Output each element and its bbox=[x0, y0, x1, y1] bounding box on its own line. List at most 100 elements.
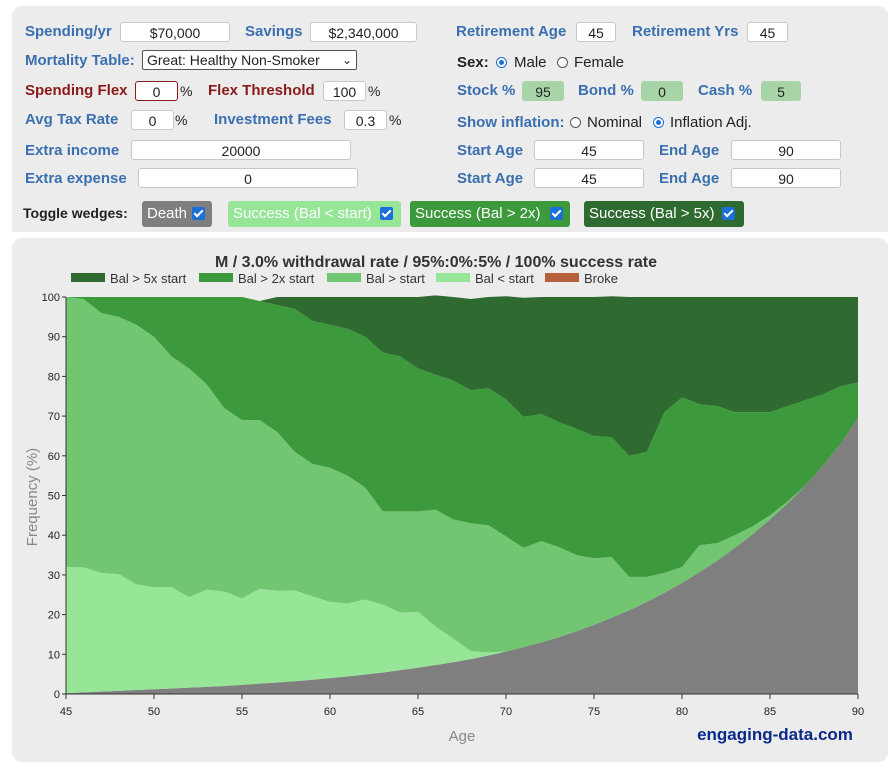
savings-label: Savings bbox=[245, 23, 303, 40]
sex-female-radio[interactable] bbox=[557, 57, 568, 68]
spending-flex-input[interactable]: 0 bbox=[135, 81, 178, 101]
y-tick-label: 90 bbox=[48, 332, 60, 344]
x-tick-label: 70 bbox=[500, 706, 512, 718]
y-tick-label: 40 bbox=[48, 530, 60, 542]
toggle-bal-lt-start[interactable]: Success (Bal < start) bbox=[228, 201, 401, 227]
extra-expense-label: Extra expense bbox=[25, 170, 127, 187]
controls-panel: Spending/yr $70,000 Savings $2,340,000 R… bbox=[12, 6, 888, 232]
spending-flex-percent: % bbox=[180, 83, 193, 99]
bond-input[interactable]: 0 bbox=[641, 81, 683, 101]
toggle-wedges-label: Toggle wedges: bbox=[23, 205, 128, 221]
legend-swatch bbox=[199, 273, 233, 282]
extra-expense-input[interactable]: 0 bbox=[138, 168, 358, 188]
chart-axes: 0 10 20 30 40 50 60 70 80 90 100 45 50 55 60 65 70 75 80 85… bbox=[42, 292, 864, 718]
toggle-bal-gt-5x-checkbox[interactable] bbox=[722, 207, 735, 220]
toggle-bal-lt-start-label: Success (Bal < start) bbox=[233, 205, 372, 222]
tax-percent: % bbox=[175, 112, 188, 128]
toggle-death-checkbox[interactable] bbox=[192, 207, 205, 220]
area-bal-start bbox=[66, 418, 858, 694]
x-tick-label: 80 bbox=[676, 706, 688, 718]
y-tick-label: 10 bbox=[48, 649, 60, 661]
area-bal-start bbox=[66, 297, 858, 653]
x-tick-label: 55 bbox=[236, 706, 248, 718]
x-tick-label: 85 bbox=[764, 706, 776, 718]
toggle-bal-gt-5x-label: Success (Bal > 5x) bbox=[589, 205, 715, 222]
site-credit: engaging-data.com bbox=[697, 725, 853, 744]
flex-threshold-label: Flex Threshold bbox=[208, 82, 315, 99]
inflation-adj-label: Inflation Adj. bbox=[670, 114, 752, 131]
toggle-bal-gt-5x[interactable]: Success (Bal > 5x) bbox=[584, 201, 744, 227]
fees-label: Investment Fees bbox=[214, 111, 332, 128]
cash-label: Cash % bbox=[698, 82, 753, 99]
area-bal-2x-start bbox=[66, 297, 858, 577]
y-tick-label: 100 bbox=[42, 292, 60, 304]
extra-income-label: Extra income bbox=[25, 142, 120, 159]
income-end-age-input[interactable]: 90 bbox=[731, 140, 841, 160]
bond-label: Bond % bbox=[578, 82, 634, 99]
x-tick-label: 45 bbox=[60, 706, 72, 718]
y-axis-label: Frequency (%) bbox=[24, 448, 41, 546]
inflation-adj-radio[interactable] bbox=[653, 117, 664, 128]
expense-start-age-input[interactable]: 45 bbox=[534, 168, 644, 188]
tax-label: Avg Tax Rate bbox=[25, 111, 119, 128]
extra-income-input[interactable]: 20000 bbox=[131, 140, 351, 160]
spending-input[interactable]: $70,000 bbox=[120, 22, 230, 42]
stock-input[interactable]: 95 bbox=[522, 81, 564, 101]
income-start-age-input[interactable]: 45 bbox=[534, 140, 644, 160]
toggle-death[interactable]: Death bbox=[142, 201, 212, 227]
x-tick-label: 90 bbox=[852, 706, 864, 718]
legend-label: Bal > start bbox=[366, 271, 425, 286]
toggle-bal-gt-2x-label: Success (Bal > 2x) bbox=[415, 205, 541, 222]
inflation-nominal-radio[interactable] bbox=[570, 117, 581, 128]
income-end-age-label: End Age bbox=[659, 142, 720, 159]
retirement-age-input[interactable]: 45 bbox=[576, 22, 616, 42]
spending-flex-label: Spending Flex bbox=[25, 82, 128, 99]
savings-input[interactable]: $2,340,000 bbox=[310, 22, 417, 42]
expense-end-age-label: End Age bbox=[659, 170, 720, 187]
chart-areas bbox=[66, 295, 858, 694]
inflation-nominal-label: Nominal bbox=[587, 114, 643, 131]
toggle-bal-gt-2x-checkbox[interactable] bbox=[550, 207, 563, 220]
income-start-age-label: Start Age bbox=[457, 142, 524, 159]
sex-female-label: Female bbox=[574, 54, 625, 71]
chart-title: M / 3.0% withdrawal rate / 95%:0%:5% / 1… bbox=[215, 254, 657, 271]
expense-end-age-input[interactable]: 90 bbox=[731, 168, 841, 188]
stock-label: Stock % bbox=[457, 82, 516, 99]
mortality-select-value: Great: Healthy Non-Smoker bbox=[147, 52, 320, 68]
retirement-age-label: Retirement Age bbox=[456, 23, 567, 40]
y-tick-label: 70 bbox=[48, 411, 60, 423]
legend-label: Bal > 2x start bbox=[238, 271, 315, 286]
flex-threshold-percent: % bbox=[368, 83, 381, 99]
x-axis-label: Age bbox=[449, 728, 476, 745]
legend-label: Broke bbox=[584, 271, 618, 286]
y-tick-label: 30 bbox=[48, 570, 60, 582]
fees-percent: % bbox=[389, 112, 402, 128]
mortality-select[interactable]: Great: Healthy Non-Smoker ⌄ bbox=[142, 50, 357, 70]
tax-input[interactable]: 0 bbox=[131, 110, 174, 130]
toggle-bal-lt-start-checkbox[interactable] bbox=[380, 207, 393, 220]
chart-legend: Bal > 5x start Bal > 2x start Bal > start B… bbox=[71, 271, 618, 286]
flex-threshold-input[interactable]: 100 bbox=[323, 81, 366, 101]
y-tick-label: 80 bbox=[48, 371, 60, 383]
cash-input[interactable]: 5 bbox=[761, 81, 801, 101]
chevron-down-icon: ⌄ bbox=[341, 53, 352, 67]
area-death bbox=[66, 418, 858, 694]
area-bal-5x-start bbox=[66, 295, 858, 456]
retirement-yrs-label: Retirement Yrs bbox=[632, 23, 739, 40]
legend-swatch bbox=[436, 273, 470, 282]
toggle-bal-gt-2x[interactable]: Success (Bal > 2x) bbox=[410, 201, 570, 227]
x-tick-label: 75 bbox=[588, 706, 600, 718]
y-tick-label: 60 bbox=[48, 451, 60, 463]
y-tick-label: 20 bbox=[48, 610, 60, 622]
legend-swatch bbox=[71, 273, 105, 282]
retirement-yrs-input[interactable]: 45 bbox=[747, 22, 788, 42]
legend-label: Bal < start bbox=[475, 271, 534, 286]
legend-swatch bbox=[327, 273, 361, 282]
fees-input[interactable]: 0.3 bbox=[344, 110, 387, 130]
x-tick-label: 60 bbox=[324, 706, 336, 718]
toggle-death-label: Death bbox=[147, 205, 188, 222]
spending-label: Spending/yr bbox=[25, 23, 112, 40]
expense-start-age-label: Start Age bbox=[457, 170, 524, 187]
sex-male-radio[interactable] bbox=[496, 57, 507, 68]
